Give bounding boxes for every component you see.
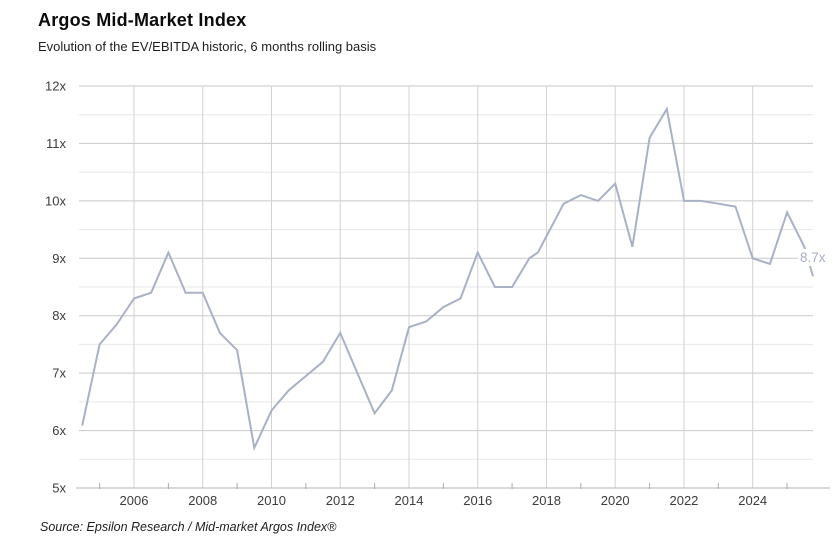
index-line	[81, 106, 814, 452]
x-tick-label: 2022	[669, 493, 698, 508]
y-tick-label: 7x	[52, 366, 66, 381]
x-tick-label: 2012	[326, 493, 355, 508]
y-tick-label: 6x	[52, 423, 66, 438]
y-tick-label: 5x	[52, 481, 66, 496]
x-tick-label: 2008	[188, 493, 217, 508]
x-tick-label: 2006	[120, 493, 149, 508]
x-tick-label: 2010	[257, 493, 286, 508]
y-tick-label: 11x	[46, 136, 66, 151]
end-value-label: 8.7x	[800, 250, 826, 265]
page-title: Argos Mid-Market Index	[38, 10, 247, 30]
y-tick-label: 12x	[45, 79, 66, 94]
source-note: Source: Epsilon Research / Mid-market Ar…	[40, 520, 337, 534]
x-tick-label: 2018	[532, 493, 561, 508]
y-tick-label: 9x	[52, 251, 66, 266]
y-tick-label: 10x	[45, 193, 66, 208]
x-tick-label: 2014	[395, 493, 424, 508]
x-tick-label: 2020	[601, 493, 630, 508]
x-tick-label: 2024	[738, 493, 767, 508]
chart-subtitle: Evolution of the EV/EBITDA historic, 6 m…	[38, 39, 377, 54]
x-tick-label: 2016	[463, 493, 492, 508]
y-tick-label: 8x	[52, 308, 66, 323]
end-label-backing	[798, 249, 834, 266]
